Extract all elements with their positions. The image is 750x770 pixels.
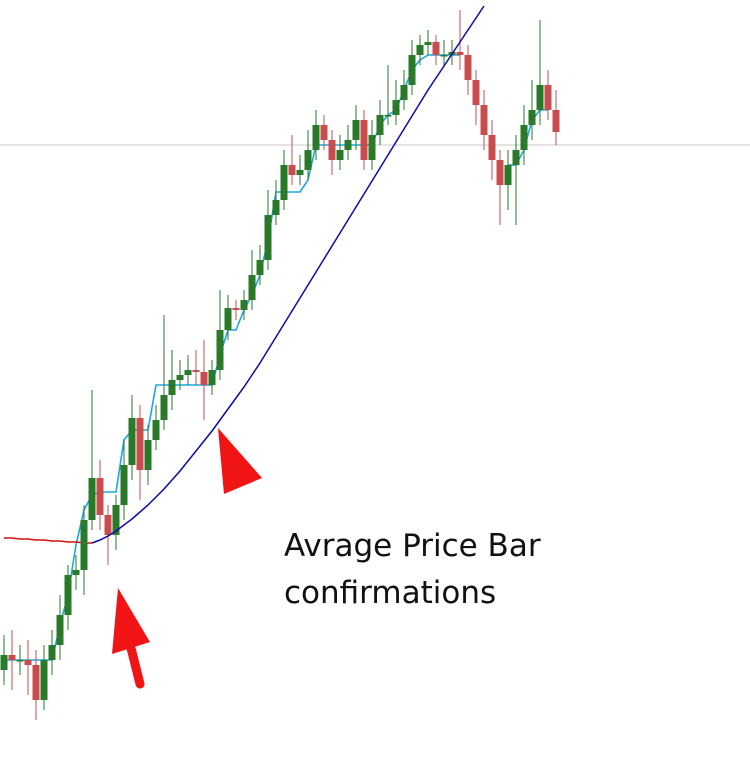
candle-body: [40, 660, 48, 700]
candle-body: [184, 370, 192, 375]
candle-body: [160, 395, 168, 420]
candle-body: [64, 575, 72, 615]
candle-body: [472, 80, 480, 105]
candle-body: [480, 105, 488, 135]
candle-body: [240, 300, 248, 310]
candle-body: [136, 418, 144, 470]
candle-body: [320, 125, 328, 140]
candle-body: [272, 200, 280, 215]
candle-body: [144, 440, 152, 470]
candle-body: [88, 478, 96, 520]
candle-body: [264, 215, 272, 260]
candle-body: [552, 110, 560, 132]
candle-body: [296, 170, 304, 175]
arrow: [112, 588, 150, 689]
indicator-line: [4, 54, 460, 661]
candle-body: [200, 372, 208, 385]
candle-body: [32, 665, 40, 700]
candle-body: [496, 160, 504, 185]
annotation: Avrage Price Bar: [284, 528, 541, 564]
candle-body: [376, 115, 384, 135]
candle-body: [288, 165, 296, 175]
candle-body: [168, 380, 176, 395]
candle-body: [280, 165, 288, 200]
candle-body: [8, 655, 16, 660]
candle-body: [16, 660, 24, 662]
candle-body: [216, 330, 224, 370]
candle-body: [80, 520, 88, 570]
candle-body: [392, 100, 400, 115]
candle-body: [456, 52, 464, 55]
candle-body: [536, 85, 544, 110]
candle-body: [152, 420, 160, 440]
indicator-line: [4, 537, 92, 544]
candle-body: [208, 370, 216, 385]
candle-body: [408, 55, 416, 85]
candle-body: [504, 165, 512, 185]
candle-body: [176, 375, 184, 380]
candle-body: [528, 110, 536, 125]
candle-body: [72, 570, 80, 575]
annotation: confirmations: [284, 575, 496, 611]
candle-body: [440, 55, 448, 57]
candle-body: [112, 505, 120, 535]
candle-body: [416, 45, 424, 55]
candle-body: [120, 465, 128, 505]
candle-body: [336, 150, 344, 160]
candle-body: [256, 260, 264, 275]
candle-body: [304, 150, 312, 170]
candle-body: [56, 615, 64, 645]
candle-body: [432, 42, 440, 55]
candle-body: [0, 655, 8, 670]
candle-body: [104, 515, 112, 535]
candle-body: [384, 115, 392, 117]
candle-body: [400, 85, 408, 100]
plot-area: [0, 5, 750, 720]
candle-body: [488, 135, 496, 160]
candle-body: [192, 370, 200, 372]
candle-body: [344, 140, 352, 150]
candle-body: [96, 478, 104, 515]
candle-body: [312, 125, 320, 150]
candle-body: [128, 418, 136, 465]
candle-body: [368, 135, 376, 160]
candle-body: [248, 275, 256, 300]
candle-body: [424, 42, 432, 45]
candle-body: [24, 660, 32, 665]
arrow: [218, 428, 262, 494]
candle-body: [232, 308, 240, 310]
candle-body: [464, 55, 472, 80]
candle-body: [544, 85, 552, 110]
candle-body: [520, 125, 528, 150]
candle-body: [512, 150, 520, 165]
candle-body: [48, 645, 56, 660]
candle-body: [328, 140, 336, 160]
indicator-line: [91, 5, 485, 544]
candle-body: [360, 120, 368, 160]
candle-body: [352, 120, 360, 140]
candle-body: [224, 308, 232, 330]
